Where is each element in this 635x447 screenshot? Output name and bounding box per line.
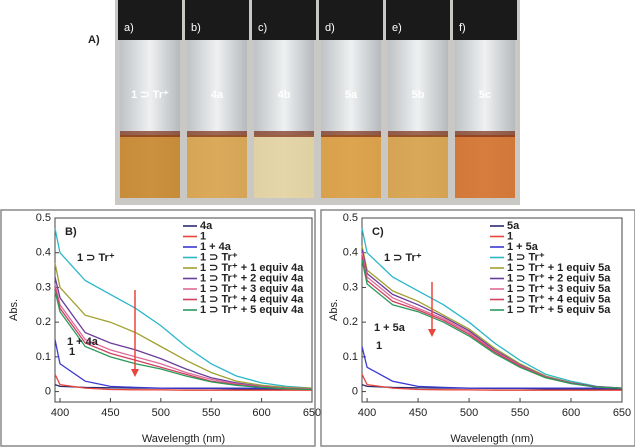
x-tick-label: 600 bbox=[562, 407, 580, 419]
y-tick-label: 0.3 bbox=[343, 281, 358, 293]
vial-liquid bbox=[254, 135, 314, 198]
x-tick-label: 550 bbox=[511, 407, 529, 419]
vial-liquid bbox=[388, 135, 448, 198]
vial-meniscus bbox=[388, 131, 448, 137]
vial-label: 5a bbox=[345, 89, 358, 101]
x-tick-label: 650 bbox=[303, 407, 321, 419]
vial-liquid bbox=[455, 135, 515, 198]
x-tick-label: 450 bbox=[101, 407, 119, 419]
vial-letter: b) bbox=[191, 22, 201, 34]
legend-label: 1 ⊃ Tr⁺ + 5 equiv 5a bbox=[507, 304, 611, 316]
vial-meniscus bbox=[455, 131, 515, 137]
x-tick-label: 600 bbox=[252, 407, 270, 419]
vial-label: 4a bbox=[211, 89, 224, 101]
vial-label: 1 ⊃ Tr⁺ bbox=[131, 89, 169, 101]
vial-liquid bbox=[120, 135, 180, 198]
x-tick-label: 500 bbox=[152, 407, 170, 419]
y-tick-label: 0.2 bbox=[36, 316, 51, 328]
x-tick-label: 400 bbox=[358, 407, 376, 419]
x-axis-label: Wavelength (nm) bbox=[142, 433, 225, 445]
vial-letter: f) bbox=[459, 22, 466, 34]
y-tick-label: 0.4 bbox=[343, 247, 358, 259]
y-axis-label: Abs. bbox=[328, 299, 340, 321]
panel-label: A) bbox=[88, 34, 100, 46]
annotation: 1 + 5a bbox=[374, 322, 406, 334]
x-tick-label: 400 bbox=[51, 407, 69, 419]
x-tick-label: 650 bbox=[613, 407, 631, 419]
annotation: 1 ⊃ Tr⁺ bbox=[384, 252, 422, 264]
figure: A) a) 1 ⊃ Tr⁺ b) 4a c) 4b d) 5a e) 5b f) 5c 0 0.1 0.2… bbox=[0, 0, 635, 447]
vial-cap bbox=[453, 0, 517, 40]
y-tick-label: 0.5 bbox=[343, 212, 358, 224]
annotation: C) bbox=[372, 226, 384, 238]
y-tick-label: 0 bbox=[352, 385, 358, 397]
y-tick-label: 0.5 bbox=[36, 212, 51, 224]
y-tick-label: 0 bbox=[45, 385, 51, 397]
annotation: 1 bbox=[69, 346, 75, 358]
y-tick-label: 0.1 bbox=[343, 351, 358, 363]
vial-meniscus bbox=[254, 131, 314, 137]
vial-meniscus bbox=[321, 131, 381, 137]
annotation: 1 bbox=[376, 340, 382, 352]
vial-meniscus bbox=[120, 131, 180, 137]
vial-letter: c) bbox=[258, 22, 267, 34]
vial-cap bbox=[319, 0, 383, 40]
vial-letter: a) bbox=[124, 22, 134, 34]
vial-meniscus bbox=[187, 131, 247, 137]
vial-liquid bbox=[187, 135, 247, 198]
annotation: 1 ⊃ Tr⁺ bbox=[77, 252, 115, 264]
vial-label: 5b bbox=[412, 89, 425, 101]
y-tick-label: 0.1 bbox=[36, 351, 51, 363]
legend-label: 1 ⊃ Tr⁺ + 5 equiv 4a bbox=[200, 304, 304, 316]
y-axis-label: Abs. bbox=[8, 299, 20, 321]
vial-cap bbox=[185, 0, 249, 40]
vial-cap bbox=[386, 0, 450, 40]
annotation: B) bbox=[65, 226, 77, 238]
x-tick-label: 450 bbox=[409, 407, 427, 419]
vial-liquid bbox=[321, 135, 381, 198]
y-tick-label: 0.4 bbox=[36, 247, 51, 259]
vial-letter: e) bbox=[392, 22, 402, 34]
vial-label: 5c bbox=[479, 89, 491, 101]
vial-letter: d) bbox=[325, 22, 335, 34]
y-tick-label: 0.3 bbox=[36, 281, 51, 293]
y-tick-label: 0.2 bbox=[343, 316, 358, 328]
vial-cap bbox=[252, 0, 316, 40]
x-axis-label: Wavelength (nm) bbox=[450, 433, 533, 445]
x-tick-label: 500 bbox=[460, 407, 478, 419]
vial-label: 4b bbox=[278, 89, 291, 101]
vial-cap bbox=[118, 0, 182, 40]
x-tick-label: 550 bbox=[202, 407, 220, 419]
